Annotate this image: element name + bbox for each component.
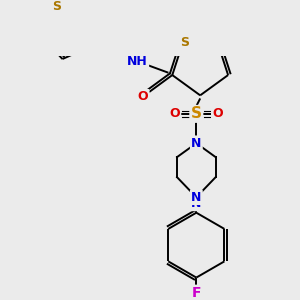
Text: O: O [138,90,148,103]
Text: S: S [52,0,62,13]
Text: N: N [191,197,202,210]
Text: N: N [191,191,202,204]
Text: NH: NH [127,55,148,68]
Text: S: S [180,36,189,49]
Text: O: O [169,107,180,120]
Text: S: S [191,106,202,122]
Text: N: N [191,137,202,150]
Text: F: F [192,286,201,300]
Text: O: O [213,107,223,120]
